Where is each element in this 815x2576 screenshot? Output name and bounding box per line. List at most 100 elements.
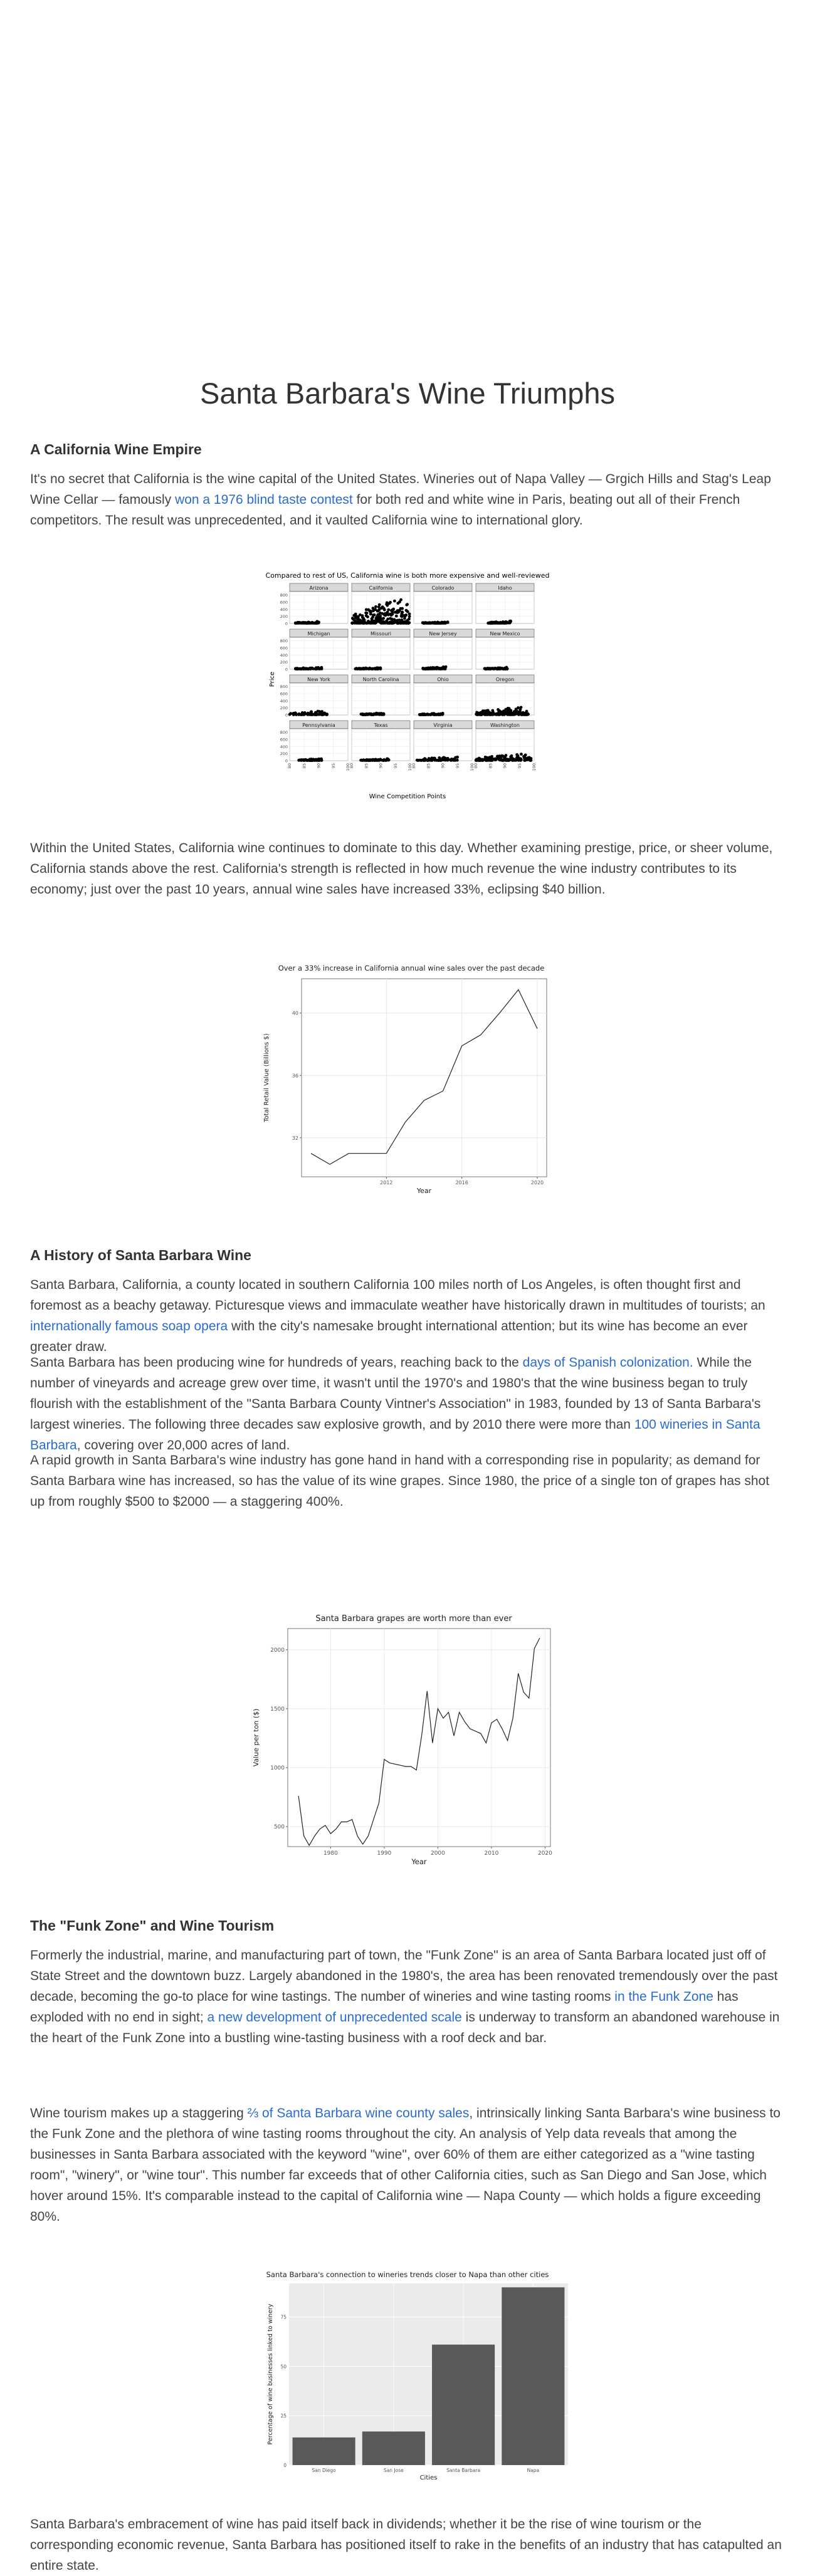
data-point <box>302 667 305 670</box>
link-spanish-colonization[interactable]: days of Spanish colonization. <box>522 1355 693 1370</box>
data-point <box>493 667 497 670</box>
plot-area <box>301 978 547 1177</box>
paragraph-6-text-a: Formerly the industrial, marine, and man… <box>30 1948 778 2004</box>
data-point <box>488 622 492 625</box>
x-tick-label: 80 <box>287 763 292 768</box>
bar-santa-barbara <box>432 2344 495 2465</box>
data-point <box>426 667 430 670</box>
data-point <box>376 613 380 617</box>
y-axis-label: Percentage of wine businesses linked to … <box>267 2303 274 2444</box>
facet-label: California <box>369 585 393 591</box>
link-soap-opera[interactable]: internationally famous soap opera <box>30 1319 228 1333</box>
data-point <box>438 621 441 625</box>
y-tick-label: 200 <box>280 706 288 711</box>
data-point <box>486 709 490 712</box>
chart-grape-value: Santa Barbara grapes are worth more than… <box>252 1614 552 1866</box>
data-point <box>504 711 508 715</box>
data-point <box>352 618 355 621</box>
link-funk-zone[interactable]: in the Funk Zone <box>614 1989 713 2004</box>
link-wine-county-sales[interactable]: ⅔ of Santa Barbara wine county sales <box>247 2106 470 2120</box>
chart-california-sales: Over a 33% increase in California annual… <box>263 964 547 1195</box>
data-point <box>418 758 421 762</box>
figure-grape-value: Santa Barbara grapes are worth more than… <box>247 1612 568 1869</box>
x-tick-label: 85 <box>302 763 307 768</box>
data-point <box>504 620 508 623</box>
data-point <box>299 758 303 762</box>
paragraph-4-text-c: , covering over 20,000 acres of land. <box>76 1438 290 1452</box>
data-point <box>316 709 320 713</box>
y-tick-label: 0 <box>285 759 288 764</box>
data-point <box>377 712 381 716</box>
facet-label: North Carolina <box>363 677 399 682</box>
data-point <box>443 758 446 761</box>
facet-label: Missouri <box>371 631 391 637</box>
data-point <box>438 667 441 670</box>
data-point <box>497 754 501 758</box>
link-new-development[interactable]: a new development of unprecedented scale <box>207 2010 462 2025</box>
data-point <box>389 600 392 604</box>
data-point <box>433 620 437 624</box>
data-point <box>360 620 364 624</box>
data-point <box>355 621 359 625</box>
data-point <box>377 605 381 608</box>
data-point <box>515 753 518 756</box>
data-point <box>321 712 325 716</box>
data-point <box>489 712 493 715</box>
data-point <box>376 667 380 670</box>
series-line <box>298 1637 540 1847</box>
data-point <box>497 667 500 670</box>
data-point <box>371 712 375 716</box>
data-point <box>317 621 320 625</box>
data-point <box>367 619 370 623</box>
paragraph-5: A rapid growth in Santa Barbara's wine i… <box>30 1453 770 1509</box>
y-tick-label: 200 <box>280 660 288 665</box>
data-point <box>386 758 389 761</box>
paragraph-1-text-b: for both red and white wine in Paris, be… <box>30 493 740 528</box>
x-axis-label: Cities <box>420 2474 438 2481</box>
chart-title: Santa Barbara grapes are worth more than… <box>315 1614 512 1624</box>
data-point <box>294 667 298 670</box>
data-point <box>501 759 505 762</box>
data-point <box>422 759 426 762</box>
data-point <box>369 612 372 616</box>
x-tick-label: 90 <box>441 763 446 768</box>
data-point <box>434 667 438 670</box>
data-point <box>479 711 483 714</box>
x-tick-label: 1980 <box>323 1850 338 1857</box>
data-point <box>512 710 516 713</box>
data-point <box>503 666 507 670</box>
data-point <box>488 667 492 670</box>
paragraph-7: Wine tourism makes up a staggering ⅔ of … <box>30 2103 785 2227</box>
page-title: Santa Barbara's Wine Triumphs <box>199 377 616 410</box>
data-point <box>314 711 317 715</box>
facet-label: Idaho <box>498 585 512 591</box>
x-tick-label: Santa Barbara <box>446 2468 480 2473</box>
data-point <box>301 712 305 716</box>
x-tick-label: 85 <box>488 763 493 768</box>
data-point <box>371 615 374 619</box>
data-point <box>371 667 374 670</box>
y-tick-label: 0 <box>285 667 288 672</box>
x-tick-label: 90 <box>503 763 508 768</box>
y-tick-label: 800 <box>280 593 288 598</box>
data-point <box>439 759 443 762</box>
y-tick-label: 600 <box>280 692 288 697</box>
link-blind-taste-contest[interactable]: won a 1976 blind taste contest <box>175 493 353 507</box>
data-point <box>519 706 523 709</box>
data-point <box>481 711 485 714</box>
y-tick-label: 800 <box>280 639 288 644</box>
data-point <box>387 608 391 612</box>
y-tick-label: 600 <box>280 646 288 651</box>
data-point <box>427 757 431 760</box>
link-100-wineries[interactable]: 100 wineries in Santa Barbara <box>30 1417 760 1452</box>
x-tick-label: 90 <box>379 763 384 768</box>
data-point <box>362 758 365 762</box>
data-point <box>445 758 449 762</box>
paragraph-6-text-b: has exploded with no end in sight; <box>30 1989 739 2025</box>
x-axis-label: Year <box>416 1187 432 1195</box>
data-point <box>371 618 374 622</box>
data-point <box>375 758 379 762</box>
data-point <box>515 756 518 759</box>
y-tick-label: 1000 <box>270 1765 285 1771</box>
data-point <box>433 756 436 760</box>
